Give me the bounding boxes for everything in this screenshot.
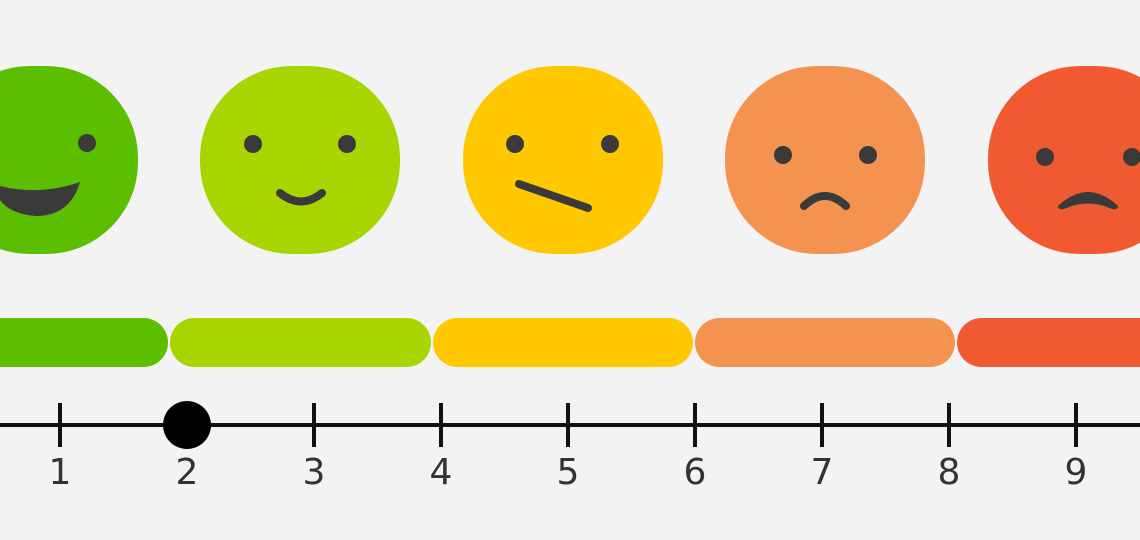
segment [0,318,168,367]
tick-label: 8 [938,452,961,493]
tick-label: 7 [811,452,834,493]
tick-label: 5 [557,452,580,493]
face-happy [200,66,400,254]
ticks: 1 2 3 4 5 6 7 8 9 [49,401,1088,493]
segment [433,318,693,367]
face-sad [725,66,925,254]
face-very-happy [0,66,138,254]
segment [695,318,955,367]
tick-label: 1 [49,452,72,493]
face-very-sad [988,66,1140,254]
segment [170,318,431,367]
tick-label: 4 [430,452,453,493]
tick-label: 9 [1065,452,1088,493]
face-neutral [463,66,663,254]
segment [957,318,1140,367]
tick-label: 3 [303,452,326,493]
selected-marker [163,401,211,449]
tick-label: 6 [684,452,707,493]
tick-label: 2 [176,452,199,493]
